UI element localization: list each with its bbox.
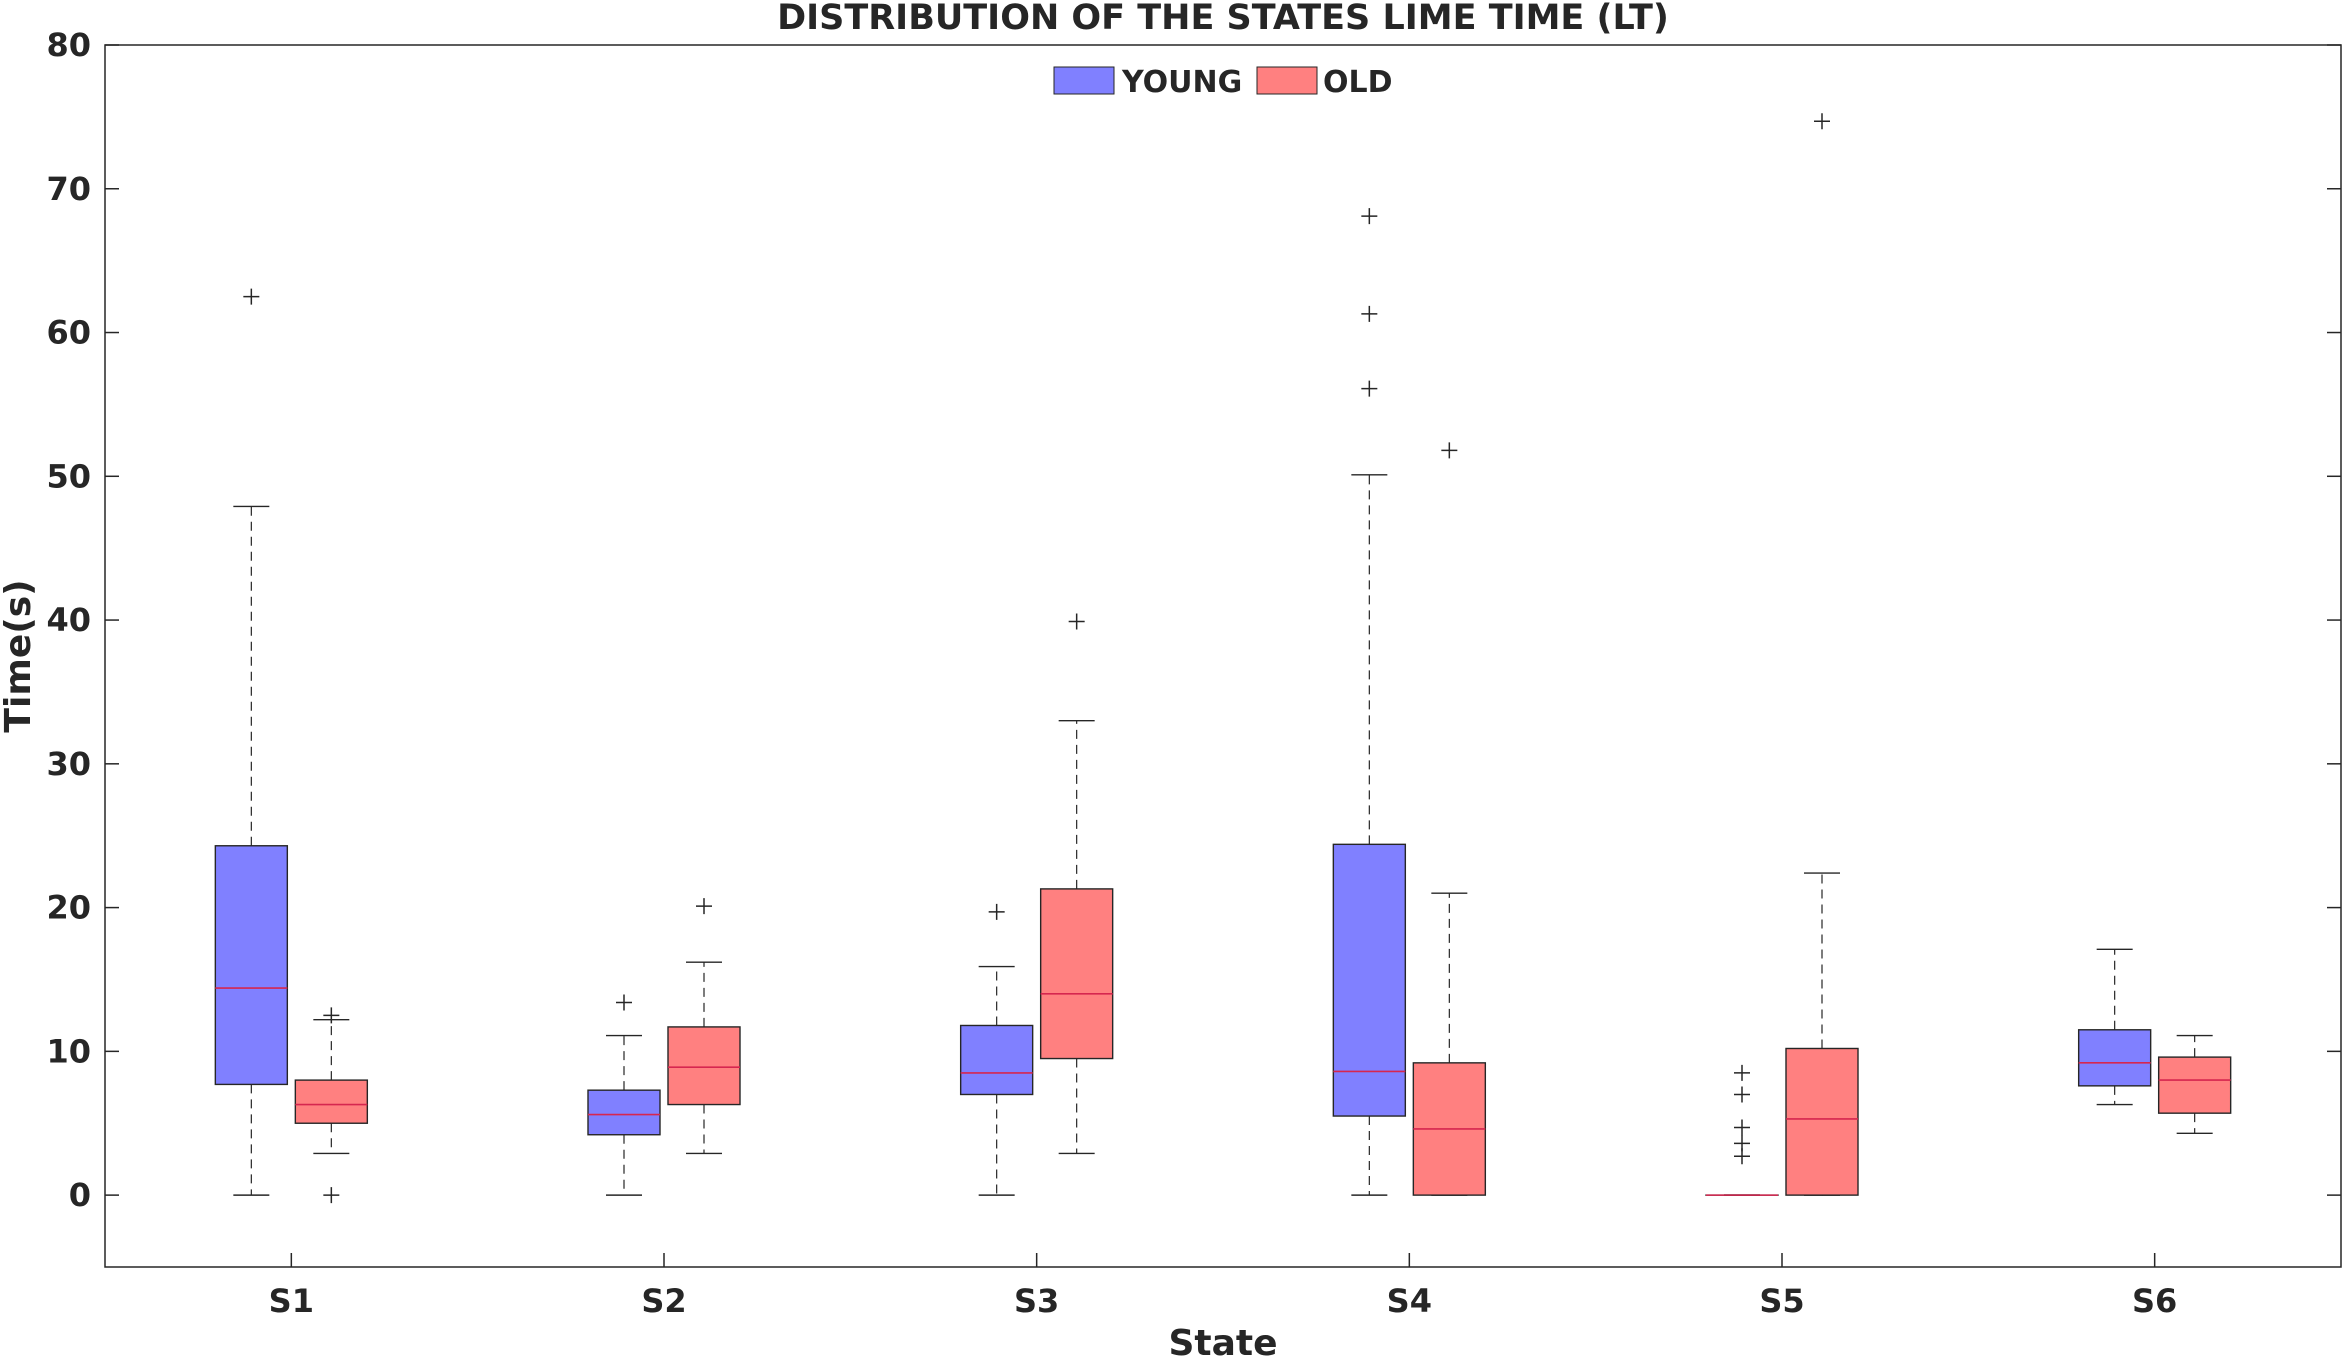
box-group-old-s5 <box>1785 113 1859 1196</box>
legend-label-young: YOUNG <box>1121 65 1242 100</box>
x-tick-label: S2 <box>641 1282 686 1320</box>
box <box>294 1079 369 1124</box>
y-tick-label: 60 <box>46 314 91 352</box>
legend-swatch-old <box>1256 66 1318 95</box>
outlier-marker <box>1734 1086 1750 1103</box>
outlier-marker <box>616 994 632 1011</box>
x-tick-label: S5 <box>1759 1282 1804 1320</box>
outlier-marker <box>323 1007 340 1024</box>
outlier-marker <box>1361 305 1378 322</box>
x-tick-label: S3 <box>1014 1282 1059 1320</box>
y-tick-label: 40 <box>46 601 91 639</box>
box-group-young-s2 <box>587 994 661 1196</box>
box-group-young-s1 <box>214 288 289 1196</box>
outlier-marker <box>1734 1064 1750 1081</box>
y-tick-label: 20 <box>46 889 91 927</box>
legend-swatch-young <box>1053 66 1115 95</box>
chart-title: DISTRIBUTION OF THE STATES LIME TIME (LT… <box>777 0 1669 38</box>
x-axis-ticks: S1 S2 S3 S4 S5 S6 <box>269 1253 2177 1320</box>
outlier-marker <box>243 288 260 305</box>
x-axis-label: State <box>1168 1323 1277 1358</box>
box <box>2157 1056 2232 1114</box>
y-tick-label: 10 <box>46 1032 91 1070</box>
y-tick-label: 30 <box>46 745 91 783</box>
y-tick-label: 50 <box>46 457 91 495</box>
y-axis-ticks: 0 10 20 30 40 50 60 70 80 <box>46 26 2341 1214</box>
box-group-old-s6 <box>2157 1034 2232 1134</box>
outlier-marker <box>1734 1135 1750 1152</box>
box-group-young-s6 <box>2077 948 2152 1106</box>
box-group-young-s3 <box>959 903 1034 1196</box>
outlier-marker <box>1068 613 1085 630</box>
x-tick-label: S1 <box>269 1282 314 1320</box>
outlier-marker <box>1441 442 1458 459</box>
outlier-marker <box>1361 380 1378 397</box>
box-group-old-s4 <box>1412 442 1487 1196</box>
axes-frame <box>104 44 2342 1268</box>
y-axis-label: Time(s) <box>0 579 39 732</box>
box-group-old-s2 <box>667 898 741 1155</box>
x-tick-label: S6 <box>2132 1282 2177 1320</box>
outlier-marker <box>1814 113 1830 130</box>
y-tick-label: 80 <box>46 26 91 64</box>
outlier-marker <box>1361 208 1378 225</box>
box <box>587 1089 661 1136</box>
box <box>959 1024 1034 1096</box>
plot-layer <box>214 113 2232 1204</box>
box <box>1039 888 1114 1060</box>
y-tick-label: 70 <box>46 170 91 208</box>
box-group-young-s4 <box>1332 208 1407 1196</box>
outlier-marker <box>323 1187 340 1204</box>
box <box>2077 1029 2152 1087</box>
legend: YOUNG OLD <box>1042 65 1397 100</box>
outlier-marker <box>988 903 1005 920</box>
outlier-marker <box>696 898 712 915</box>
box-group-young-s5 <box>1705 1064 1779 1196</box>
box-group-old-s1 <box>294 1007 369 1204</box>
outlier-marker <box>1734 1119 1750 1136</box>
box-group-old-s3 <box>1039 613 1114 1155</box>
box <box>1785 1047 1859 1196</box>
box <box>1332 843 1407 1117</box>
y-tick-label: 0 <box>69 1176 91 1214</box>
legend-label-old: OLD <box>1323 65 1393 100</box>
x-tick-label: S4 <box>1387 1282 1432 1320</box>
box <box>214 845 289 1086</box>
box <box>667 1026 741 1106</box>
